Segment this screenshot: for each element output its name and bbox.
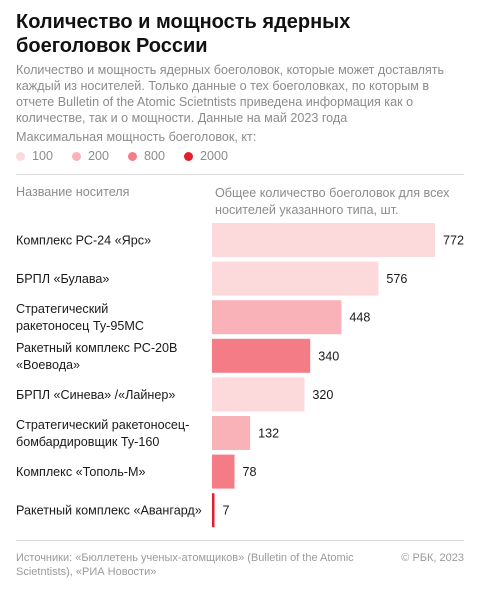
row-label-7: Ракетный комплекс «Авангард» (16, 504, 202, 518)
row-label-4: БРПЛ «Синева» /«Лайнер» (16, 388, 175, 402)
legend-swatch-2000 (184, 151, 194, 161)
value-label-2: 448 (349, 311, 370, 325)
column-header-carrier: Название носителя (16, 185, 130, 199)
row-label-line: БРПЛ «Булава» (16, 272, 109, 286)
legend-label-100: 100 (32, 149, 54, 163)
row-label-line: Стратегический (16, 302, 108, 316)
row-label-3: Ракетный комплекс РС-20В «Воевода» (16, 341, 177, 372)
value-label-3: 340 (318, 349, 339, 363)
value-label-6: 78 (243, 465, 257, 479)
row-label-6: Комплекс «Тополь-М» (16, 465, 145, 479)
bar-5 (212, 416, 251, 450)
legend-item-2000: 2000 (184, 149, 228, 163)
legend-item-800: 800 (128, 149, 165, 163)
footer-copyright: © РБК, 2023 (401, 552, 464, 564)
row-label-2: Стратегический ракетоносец Ту-95МС (16, 302, 144, 333)
row-label-line: «Воевода» (16, 358, 80, 372)
bar-6 (212, 454, 235, 489)
row-label-0: Комплекс РС-24 «Ярс» (16, 234, 151, 248)
chart-title: Количество и мощность ядерных боеголовок… (16, 11, 351, 57)
legend-swatch-800 (128, 151, 138, 161)
bar-7 (212, 493, 215, 528)
legend-swatch-200 (72, 151, 82, 161)
chart-subtitle: Количество и мощность ядерных боеголовок… (16, 63, 445, 125)
value-label-7: 7 (223, 504, 230, 518)
legend-divider (16, 174, 464, 175)
legend-title: Максимальная мощность боеголовок, кт: (16, 130, 257, 144)
row-label-line: Комплекс РС-24 «Ярс» (16, 234, 151, 248)
row-label-line: ракетоносец Ту-95МС (16, 319, 144, 333)
value-label-5: 132 (258, 427, 279, 441)
value-label-4: 320 (312, 388, 333, 402)
legend: 100 200 800 2000 (16, 149, 247, 163)
row-label-5: Стратегический ракетоносец-бомбардировщи… (16, 418, 189, 449)
legend-label-2000: 2000 (200, 149, 229, 163)
row-label-line: Ракетный комплекс «Авангард» (16, 504, 202, 518)
row-label-line: Ракетный комплекс РС-20В (16, 341, 177, 355)
legend-label-800: 800 (144, 149, 166, 163)
legend-item-200: 200 (72, 149, 109, 163)
row-label-line: БРПЛ «Синева» /«Лайнер» (16, 388, 175, 402)
row-label-1: БРПЛ «Булава» (16, 272, 109, 286)
bar-3 (212, 338, 311, 373)
value-label-1: 576 (386, 272, 407, 286)
bar-4 (212, 377, 305, 412)
row-label-line: бомбардировщик Ту-160 (16, 435, 159, 449)
footer-source: Источники: «Бюллетень ученых-атомщиков» … (16, 552, 354, 578)
legend-item-100: 100 (16, 149, 53, 163)
row-label-line: Комплекс «Тополь-М» (16, 465, 145, 479)
column-header-total: Общее количество боеголовок для всех нос… (215, 186, 450, 217)
value-label-0: 772 (443, 234, 464, 248)
bar-0 (212, 223, 435, 257)
footer-divider (16, 540, 464, 541)
legend-label-200: 200 (88, 149, 110, 163)
legend-swatch-100 (16, 151, 25, 161)
bar-2 (212, 300, 342, 335)
bar-1 (212, 261, 379, 296)
row-label-line: Стратегический ракетоносец- (16, 418, 189, 432)
